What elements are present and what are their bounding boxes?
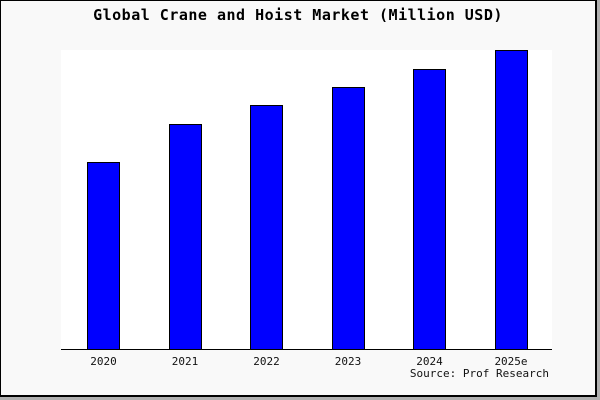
bar-2023 bbox=[331, 87, 365, 349]
chart-title: Global Crane and Hoist Market (Million U… bbox=[93, 6, 503, 24]
plot-area bbox=[61, 50, 552, 350]
bar-2020 bbox=[87, 162, 120, 349]
x-tick-label-2025e: 2025e bbox=[494, 355, 528, 368]
x-tick-label-2023: 2023 bbox=[334, 355, 362, 368]
bar-2021 bbox=[168, 124, 202, 349]
x-axis-labels: 2020 2021 2022 2023 2024 2025e bbox=[61, 355, 552, 369]
bar-2022 bbox=[250, 105, 283, 349]
bar-2024 bbox=[413, 69, 446, 349]
x-tick-label-2024: 2024 bbox=[416, 355, 443, 368]
x-tick-label-2022: 2022 bbox=[253, 355, 280, 368]
source-credit: Source: Prof Research bbox=[409, 367, 549, 380]
x-tick-label-2021: 2021 bbox=[171, 355, 199, 368]
bar-2025e bbox=[494, 50, 528, 349]
x-tick-label-2020: 2020 bbox=[90, 355, 117, 368]
